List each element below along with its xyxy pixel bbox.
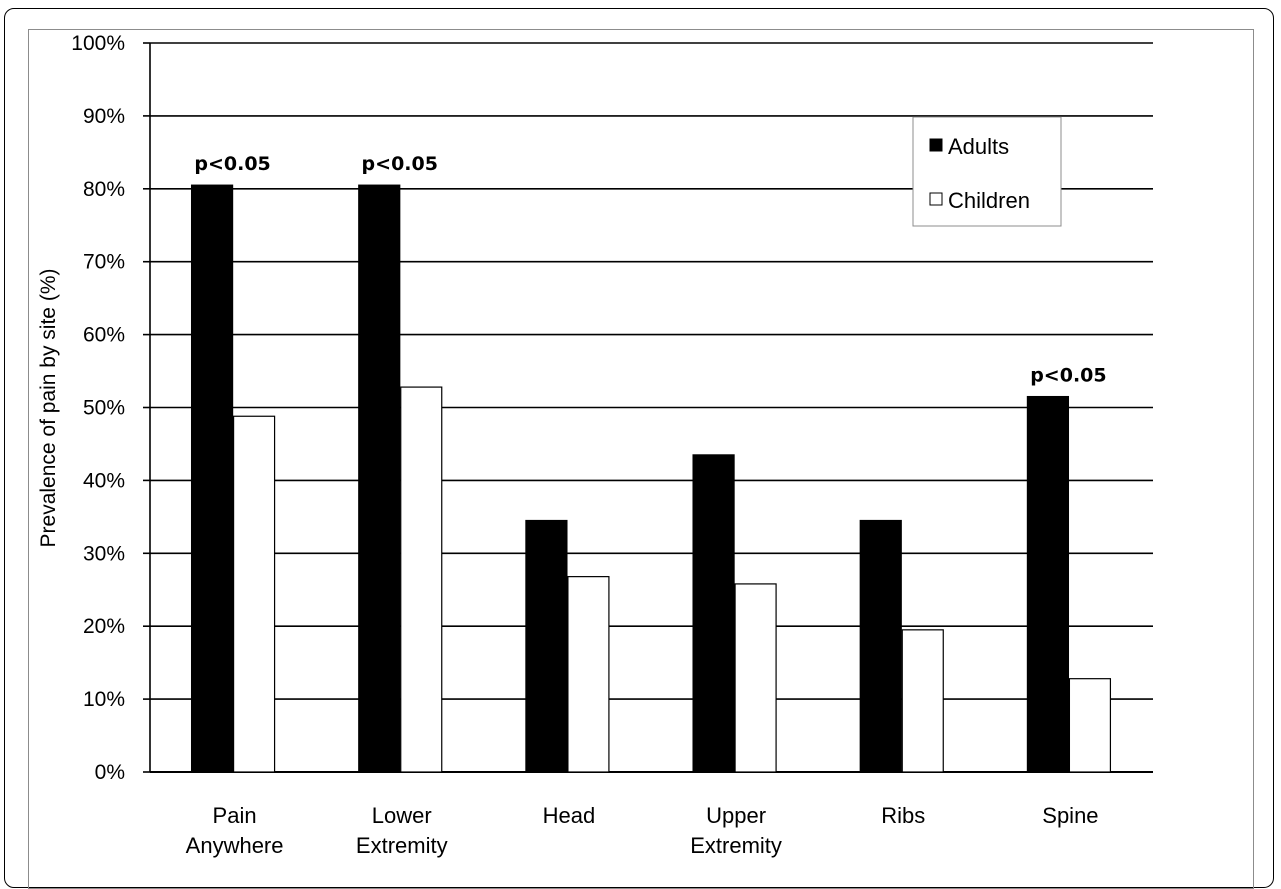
y-axis-label: Prevalence of pain by site (%) bbox=[37, 269, 60, 548]
bar-adults-ribs bbox=[859, 519, 902, 773]
y-tick-label: 20% bbox=[83, 615, 125, 638]
significance-annotation: p<0.05 bbox=[1030, 365, 1106, 387]
bar-children-head bbox=[567, 576, 610, 773]
category-label: Head bbox=[543, 803, 596, 828]
category-label: Lower bbox=[372, 803, 432, 828]
bar-children-ribs bbox=[901, 629, 944, 773]
significance-annotation: p<0.05 bbox=[194, 153, 270, 175]
category-labels: Pain Anywhere Lower Extremity Head Upper Extre… bbox=[186, 803, 1099, 858]
gridlines bbox=[143, 42, 1153, 773]
bar-adults-head bbox=[525, 519, 568, 773]
legend-label-children: Children bbox=[948, 188, 1030, 213]
y-tick-label: 50% bbox=[83, 397, 125, 420]
y-tick-label: 0% bbox=[95, 761, 125, 784]
category-label: Anywhere bbox=[186, 833, 284, 858]
bar-children-pain-anywhere bbox=[232, 415, 276, 773]
y-tick-label: 40% bbox=[83, 469, 125, 492]
y-tick-label: 30% bbox=[83, 542, 125, 565]
y-tick-label: 60% bbox=[83, 324, 125, 347]
category-label: Upper bbox=[706, 803, 766, 828]
bar-children-upper-extremity bbox=[734, 583, 777, 773]
bar-adults-spine bbox=[1026, 395, 1070, 773]
y-tick-label: 100% bbox=[71, 32, 125, 55]
legend: Adults Children bbox=[912, 116, 1062, 227]
bar-children-spine bbox=[1068, 678, 1112, 773]
annotations: p<0.05 p<0.05 p<0.05 bbox=[194, 153, 1106, 386]
y-tick-label: 80% bbox=[83, 178, 125, 201]
category-label: Extremity bbox=[690, 833, 782, 858]
legend-swatch-adults bbox=[929, 138, 943, 152]
category-label: Pain bbox=[213, 803, 257, 828]
legend-box bbox=[912, 116, 1062, 227]
bar-adults-upper-extremity bbox=[692, 454, 735, 773]
legend-swatch-children bbox=[929, 192, 943, 206]
y-tick-labels: 0% 10% 20% 30% 40% 50% 60% 70% 80% 90% 100% bbox=[71, 32, 125, 784]
category-label: Extremity bbox=[356, 833, 448, 858]
significance-annotation: p<0.05 bbox=[362, 153, 438, 175]
bar-adults-pain-anywhere bbox=[190, 184, 234, 773]
bar-adults-lower-extremity bbox=[358, 184, 401, 773]
y-tick-label: 90% bbox=[83, 105, 125, 128]
legend-label-adults: Adults bbox=[948, 134, 1009, 159]
category-label: Ribs bbox=[881, 803, 925, 828]
y-tick-label: 10% bbox=[83, 688, 125, 711]
bars bbox=[190, 184, 1112, 773]
category-label: Spine bbox=[1042, 803, 1098, 828]
bar-children-lower-extremity bbox=[400, 386, 443, 773]
y-tick-label: 70% bbox=[83, 251, 125, 274]
